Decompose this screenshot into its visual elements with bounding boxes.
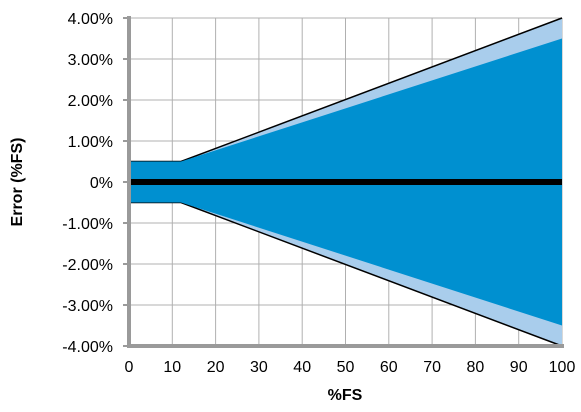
- x-tick-label: 80: [467, 359, 485, 376]
- x-tick-labels: 0 10 20 30 40 50 60 70 80 90 100: [125, 359, 576, 376]
- y-tick-label: -2.00%: [62, 257, 113, 274]
- y-tick-label: 1.00%: [68, 134, 113, 151]
- y-tick-label: 4.00%: [68, 11, 113, 28]
- x-tick-label: 70: [423, 359, 441, 376]
- y-tick-label: 3.00%: [68, 52, 113, 69]
- y-tick-label: 0%: [90, 175, 113, 192]
- x-tick-label: 10: [163, 359, 181, 376]
- x-tick-label: 100: [549, 359, 576, 376]
- x-tick-label: 20: [207, 359, 225, 376]
- y-tick-label: 2.00%: [68, 93, 113, 110]
- x-tick-label: 0: [125, 359, 134, 376]
- x-tick-label: 30: [250, 359, 268, 376]
- y-tick-labels: 4.00% 3.00% 2.00% 1.00% 0% -1.00% -2.00% -3.00%…: [62, 11, 113, 356]
- axes: [123, 16, 564, 348]
- x-tick-label: 40: [293, 359, 311, 376]
- y-tick-label: -1.00%: [62, 216, 113, 233]
- x-tick-label: 50: [337, 359, 355, 376]
- y-tick-label: -4.00%: [62, 339, 113, 356]
- x-axis-title: %FS: [328, 387, 363, 404]
- y-tick-label: -3.00%: [62, 298, 113, 315]
- x-tick-label: 60: [380, 359, 398, 376]
- y-axis-title: Error (%FS): [9, 138, 26, 227]
- x-tick-label: 90: [510, 359, 528, 376]
